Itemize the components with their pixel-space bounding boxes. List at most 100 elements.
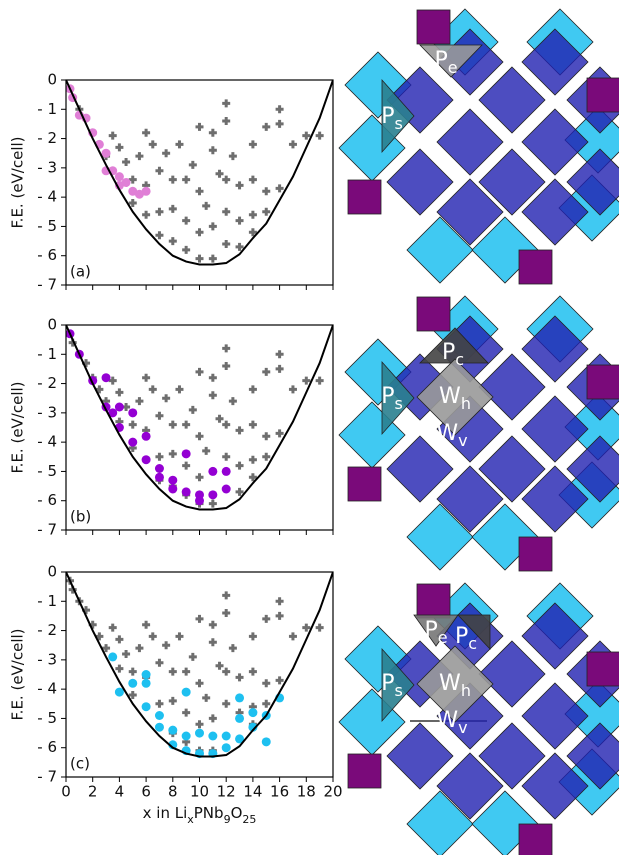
- polyhedron: [586, 364, 619, 400]
- label-main: W: [439, 671, 461, 696]
- point: [108, 408, 118, 418]
- polyhedron: [436, 465, 504, 533]
- site: [381, 647, 415, 723]
- point: [128, 175, 137, 184]
- point: [181, 687, 191, 697]
- polyhedron: [521, 108, 589, 176]
- x-tick-label: 4: [115, 783, 125, 801]
- point: [114, 687, 124, 697]
- point: [195, 679, 204, 688]
- label-main: P: [434, 48, 447, 73]
- point: [181, 731, 191, 741]
- polyhedron: [406, 503, 474, 571]
- point: [208, 638, 217, 647]
- point: [141, 702, 151, 712]
- point: [222, 117, 231, 125]
- y-tick-label: - 6: [37, 491, 57, 509]
- point: [235, 693, 245, 703]
- point: [168, 725, 178, 735]
- plot: [66, 80, 333, 266]
- point: [141, 670, 151, 679]
- point: [208, 146, 217, 155]
- label-main: W: [439, 384, 461, 409]
- point: [248, 228, 257, 237]
- point: [208, 128, 217, 137]
- point: [182, 216, 191, 225]
- point: [221, 731, 231, 741]
- point: [188, 652, 197, 661]
- site-label: Wv: [436, 708, 467, 737]
- x-label-part: O: [231, 804, 243, 822]
- point: [154, 711, 164, 720]
- y-axis-label: F.E. (eV/cell): [9, 381, 27, 473]
- point: [135, 397, 144, 406]
- site-label: Pc: [442, 340, 464, 369]
- point: [101, 373, 111, 383]
- point: [222, 240, 231, 248]
- point: [275, 611, 284, 620]
- point: [275, 184, 284, 193]
- point: [215, 169, 224, 178]
- point: [188, 405, 197, 414]
- point: [248, 455, 257, 464]
- polyhedron: [521, 682, 589, 750]
- point: [128, 437, 138, 447]
- point: [275, 597, 284, 606]
- point: [208, 222, 217, 231]
- point: [208, 620, 217, 629]
- label-sub: c: [468, 634, 477, 653]
- point: [262, 679, 271, 688]
- x-label-part: 25: [242, 813, 256, 826]
- point: [235, 181, 244, 190]
- label-main: W: [436, 708, 458, 733]
- point: [262, 614, 271, 623]
- point: [128, 199, 137, 207]
- point: [208, 466, 218, 476]
- point: [228, 644, 237, 653]
- point: [182, 175, 191, 184]
- polyhedron: [521, 602, 589, 670]
- point: [168, 204, 177, 213]
- y-tick-label: - 1: [37, 100, 57, 118]
- polyhedron: [521, 465, 589, 533]
- y-tick-label: - 4: [37, 188, 57, 206]
- label-sub: s: [394, 394, 402, 413]
- point: [168, 475, 178, 485]
- point: [262, 367, 271, 376]
- point: [202, 201, 211, 210]
- point: [215, 414, 224, 423]
- point: [141, 431, 151, 441]
- point: [182, 420, 191, 429]
- point: [208, 373, 217, 382]
- point: [108, 623, 117, 632]
- x-tick-label: 2: [88, 783, 98, 801]
- point: [168, 237, 177, 246]
- point: [275, 350, 284, 359]
- polyhedron: [566, 148, 619, 216]
- point: [101, 148, 111, 158]
- point: [188, 160, 197, 169]
- point: [288, 385, 297, 394]
- polyhedron: [386, 722, 454, 790]
- point: [288, 140, 297, 149]
- point: [135, 152, 144, 161]
- point: [202, 693, 211, 702]
- point: [121, 178, 131, 187]
- point: [275, 119, 284, 128]
- polyhedron: [521, 315, 589, 383]
- point: [195, 614, 204, 623]
- point: [168, 420, 177, 429]
- point: [148, 632, 157, 641]
- y-axis-label: F.E. (eV/cell): [9, 628, 27, 720]
- polyhedron: [436, 752, 504, 820]
- y-tick-label: - 7: [37, 276, 57, 294]
- polyhedron: [518, 823, 553, 855]
- point: [222, 99, 231, 108]
- point: [115, 388, 124, 397]
- point: [235, 713, 245, 723]
- point: [154, 464, 164, 473]
- point: [135, 644, 144, 653]
- point: [302, 376, 311, 385]
- point: [221, 484, 231, 494]
